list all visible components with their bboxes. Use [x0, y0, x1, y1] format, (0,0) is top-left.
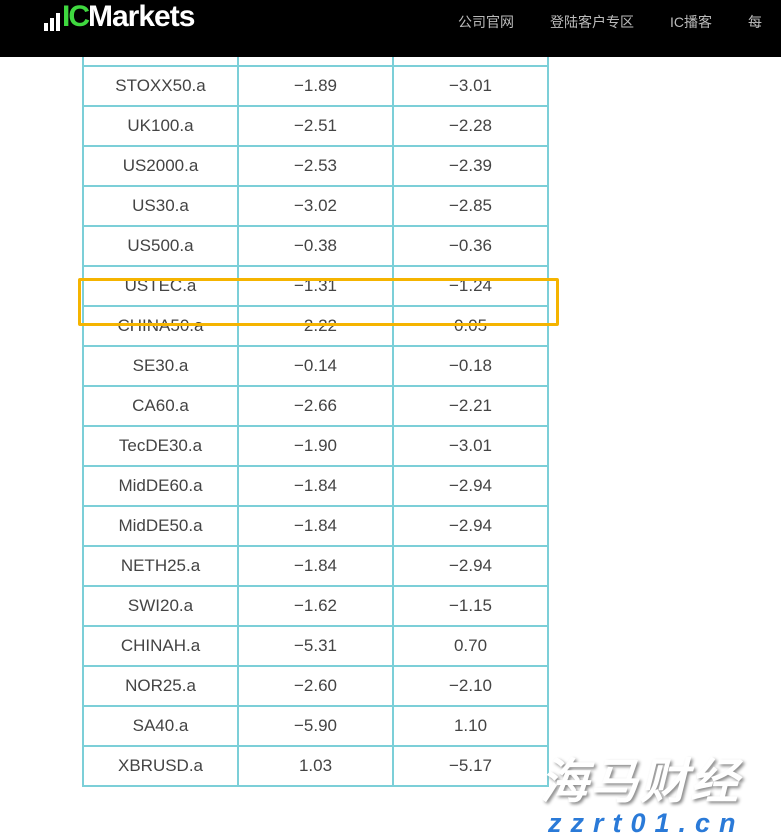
symbol-cell: CHINAH.a	[82, 625, 239, 667]
table-row: SWI20.a −1.62 −1.15	[82, 585, 549, 627]
swap-short-cell: −3.01	[392, 65, 549, 107]
symbol-cell: SWI20.a	[82, 585, 239, 627]
swap-long-cell: −2.60	[237, 665, 394, 707]
swap-long-cell: −3.02	[237, 185, 394, 227]
nav-client-login[interactable]: 登陆客户专区	[550, 14, 634, 30]
nav-daily[interactable]: 每	[748, 14, 762, 30]
swap-short-cell: 1.10	[392, 705, 549, 747]
table-row: STOXX50.a −1.89 −3.01	[82, 65, 549, 107]
swap-short-cell: 0.70	[392, 625, 549, 667]
top-nav: 公司官网 登陆客户专区 IC播客 每	[458, 12, 781, 32]
symbol-cell: CA60.a	[82, 385, 239, 427]
swap-long-cell: −2.53	[237, 145, 394, 187]
symbol-cell: US30.a	[82, 185, 239, 227]
swap-short-cell: −2.85	[392, 185, 549, 227]
nav-official-site[interactable]: 公司官网	[458, 14, 514, 30]
table-row: NETH25.a −1.84 −2.94	[82, 545, 549, 587]
symbol-cell: NETH25.a	[82, 545, 239, 587]
swap-short-cell: −2.21	[392, 385, 549, 427]
table-row: US2000.a −2.53 −2.39	[82, 145, 549, 187]
symbol-cell: US500.a	[82, 225, 239, 267]
table-row: TecDE30.a −1.90 −3.01	[82, 425, 549, 467]
swap-short-cell: −3.01	[392, 425, 549, 467]
symbol-cell: CHINA50.a	[82, 305, 239, 347]
nav-ic-podcast[interactable]: IC播客	[670, 14, 712, 30]
symbol-cell: MidDE60.a	[82, 465, 239, 507]
swap-short-cell: −2.94	[392, 465, 549, 507]
table-row: USTEC.a −1.31 −1.24	[82, 265, 549, 307]
table-row: XBRUSD.a 1.03 −5.17	[82, 745, 549, 787]
swap-short-cell: −1.15	[392, 585, 549, 627]
swap-short-cell: −0.18	[392, 345, 549, 387]
swap-long-cell: −2.66	[237, 385, 394, 427]
swap-short-cell: −2.10	[392, 665, 549, 707]
swap-long-cell: −1.90	[237, 425, 394, 467]
site-header: IC Markets 公司官网 登陆客户专区 IC播客 每	[0, 0, 781, 57]
highlight-box	[78, 278, 559, 326]
symbol-cell: SA40.a	[82, 705, 239, 747]
table-row: UK100.a −2.51 −2.28	[82, 105, 549, 147]
symbol-cell: US2000.a	[82, 145, 239, 187]
swap-long-cell: 1.03	[237, 745, 394, 787]
table-row: MidDE60.a −1.84 −2.94	[82, 465, 549, 507]
swap-long-cell: −1.84	[237, 505, 394, 547]
swap-long-cell: −1.89	[237, 65, 394, 107]
swap-short-cell: −0.36	[392, 225, 549, 267]
swap-long-cell: −0.14	[237, 345, 394, 387]
table-row: NOR25.a −2.60 −2.10	[82, 665, 549, 707]
swap-long-cell: −1.84	[237, 545, 394, 587]
swap-short-cell: 0.05	[392, 305, 549, 347]
swap-long-cell: −5.31	[237, 625, 394, 667]
table-row: SE30.a −0.14 −0.18	[82, 345, 549, 387]
symbol-cell: SE30.a	[82, 345, 239, 387]
watermark-url: zzrt01.cn	[548, 808, 745, 838]
table-row: CA60.a −2.66 −2.21	[82, 385, 549, 427]
logo-ic: IC	[62, 0, 90, 33]
swap-long-cell: −2.22	[237, 305, 394, 347]
table-row: SA40.a −5.90 1.10	[82, 705, 549, 747]
symbol-cell: XBRUSD.a	[82, 745, 239, 787]
swap-long-cell: −0.38	[237, 225, 394, 267]
swap-long-cell: −5.90	[237, 705, 394, 747]
swap-short-cell: −5.17	[392, 745, 549, 787]
symbol-cell: STOXX50.a	[82, 65, 239, 107]
table-row: CHINAH.a −5.31 0.70	[82, 625, 549, 667]
swap-short-cell: −2.28	[392, 105, 549, 147]
swap-short-cell: −2.39	[392, 145, 549, 187]
table-row: US500.a −0.38 −0.36	[82, 225, 549, 267]
watermark-title: 海马财经	[540, 756, 741, 809]
symbol-cell: MidDE50.a	[82, 505, 239, 547]
swap-short-cell: −2.94	[392, 545, 549, 587]
symbol-cell: UK100.a	[82, 105, 239, 147]
ic-markets-logo[interactable]: IC Markets	[44, 0, 195, 34]
swap-short-cell: −2.94	[392, 505, 549, 547]
symbol-cell: TecDE30.a	[82, 425, 239, 467]
swap-long-cell: −1.84	[237, 465, 394, 507]
swap-long-cell: −2.51	[237, 105, 394, 147]
symbol-cell: NOR25.a	[82, 665, 239, 707]
bars-icon	[44, 9, 60, 31]
logo-markets: Markets	[88, 0, 195, 33]
table-row: MidDE50.a −1.84 −2.94	[82, 505, 549, 547]
table-row: US30.a −3.02 −2.85	[82, 185, 549, 227]
table-row: CHINA50.a −2.22 0.05	[82, 305, 549, 347]
swap-rates-table: STOXX50.a −1.89 −3.01 UK100.a −2.51 −2.28 US20…	[82, 25, 549, 787]
swap-long-cell: −1.62	[237, 585, 394, 627]
